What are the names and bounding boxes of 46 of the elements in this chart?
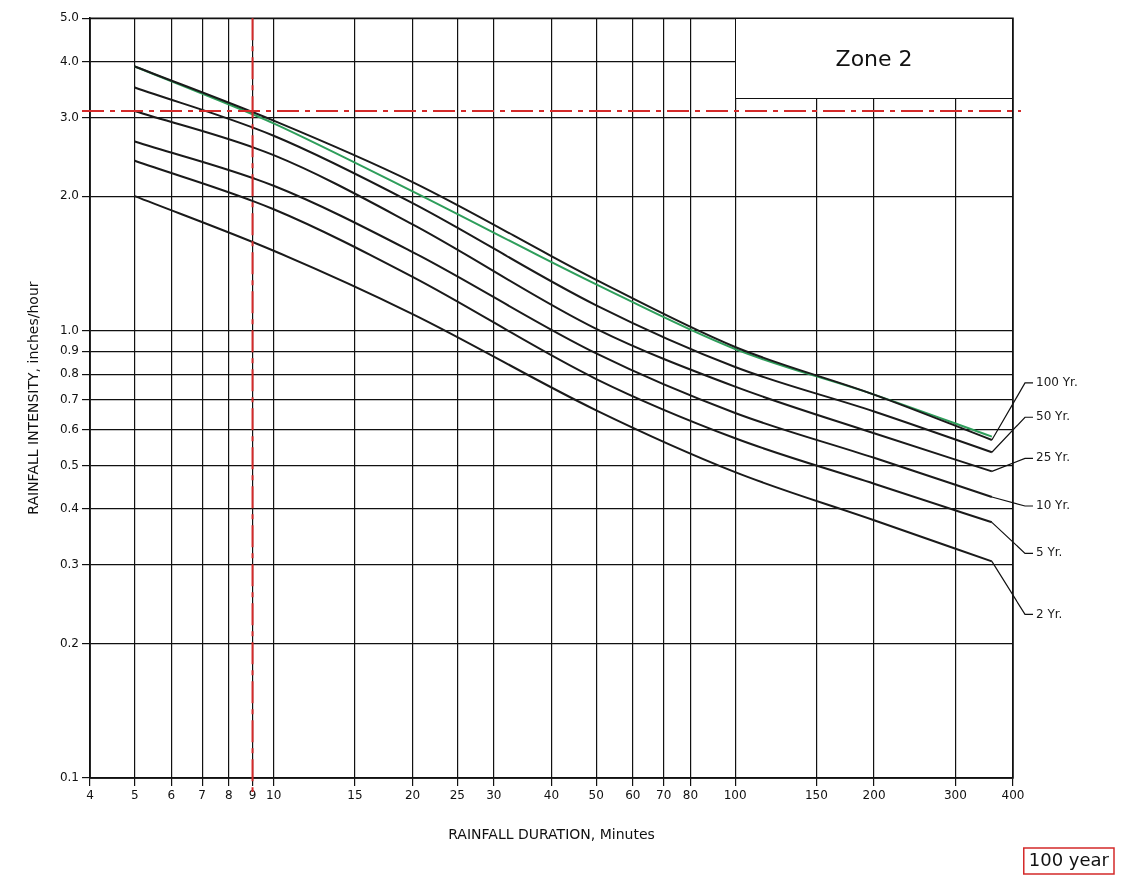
x-tick-label: 20 (404, 788, 421, 803)
x-tick-label: 30 (486, 788, 502, 803)
y-tick-label: 0.8 (59, 366, 79, 381)
y-tick-label: 5.0 (59, 10, 79, 25)
y-tick-label: 4.0 (59, 53, 79, 68)
text: 100 year (1028, 848, 1110, 870)
x-tick-label: 50 (588, 788, 604, 803)
x-tick-label: 15 (347, 788, 363, 803)
x-tick-label: 100 (723, 788, 747, 803)
x-tick-label: 5 (130, 788, 139, 803)
x-axis-title: RAINFALL DURATION, Minutes (448, 826, 655, 843)
text: 2 Yr. (1036, 606, 1063, 621)
y-tick-label: 0.2 (59, 635, 79, 650)
x-tick-label: 4 (86, 788, 94, 803)
x-tick-label: 40 (543, 788, 560, 803)
y-tick-label: 1.0 (59, 322, 79, 337)
x-tick-label: 10 (266, 788, 282, 803)
text: 50 Yr. (1036, 409, 1071, 424)
text: 5 Yr. (1036, 545, 1063, 560)
y-tick-label: 0.9 (59, 343, 79, 358)
y-tick-label: 0.3 (59, 556, 79, 571)
x-tick-label: 300 (943, 788, 967, 803)
x-tick-label: 8 (225, 788, 233, 803)
y-tick-label: 0.7 (59, 392, 79, 407)
x-tick-label: 80 (682, 788, 699, 803)
text: 100 Yr. (1036, 375, 1078, 390)
annotation: Zone 2 (835, 46, 913, 72)
y-tick-label: 3.0 (59, 109, 79, 124)
x-tick-label: 150 (804, 788, 828, 803)
y-tick-label: 0.6 (59, 422, 79, 437)
x-tick-label: 6 (167, 788, 176, 803)
y-tick-label: 0.5 (59, 457, 79, 472)
x-tick-label: 25 (449, 788, 465, 803)
y-tick-label: 2.0 (59, 188, 79, 203)
x-tick-label: 70 (656, 788, 672, 803)
x-tick-label: 400 (1001, 788, 1025, 803)
y-tick-label: 0.1 (59, 770, 79, 785)
legend-label: 10 Yr. (1036, 498, 1071, 513)
label-panel: Zone 2 (735, 18, 1013, 99)
x-tick-label: 9 (248, 788, 257, 803)
x-tick-label: 7 (198, 788, 206, 803)
x-tick-label: 60 (625, 788, 641, 803)
legend-label: 25 Yr. (1036, 450, 1071, 465)
y-axis-title: RAINFALL INTENSITY, inches/hour (25, 281, 42, 515)
x-tick-label: 200 (862, 788, 886, 803)
y-tick-label: 0.4 (59, 500, 79, 515)
